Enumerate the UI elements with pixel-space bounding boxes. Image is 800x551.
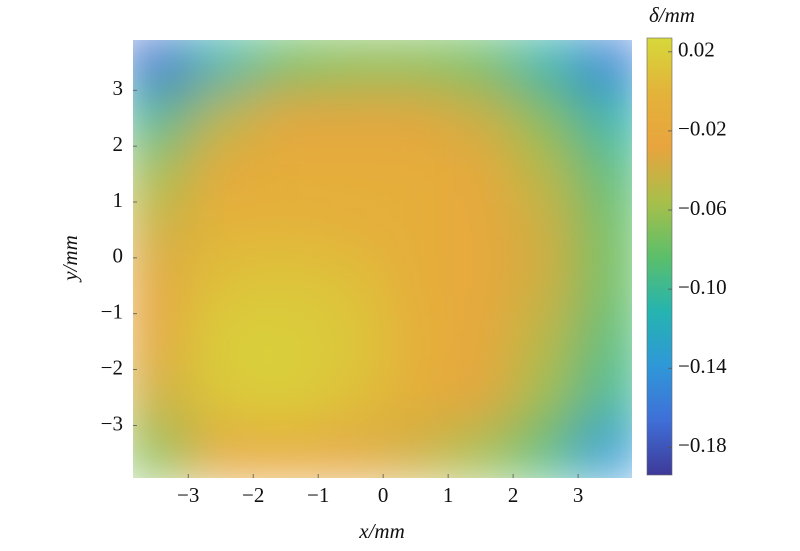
x-tick-label: −1 (307, 483, 329, 507)
heatmap-cell (382, 201, 449, 259)
heatmap-cell (252, 424, 319, 478)
heatmap-cell (133, 201, 189, 259)
heatmap-cell (512, 201, 579, 259)
heatmap-cell (577, 201, 632, 259)
heatmap-cell (133, 257, 189, 315)
x-tick-label: 1 (443, 483, 454, 507)
heatmap-cell (187, 201, 254, 259)
heatmap-cell (133, 89, 189, 147)
heatmap-cell (187, 257, 254, 315)
heatmap-cell (447, 369, 514, 426)
heatmap-cell (252, 257, 319, 315)
x-tick-label: −3 (177, 483, 199, 507)
heatmap (133, 40, 632, 478)
heatmap-cell (252, 201, 319, 259)
heatmap-cell (512, 369, 579, 426)
heatmap-cell (447, 257, 514, 315)
heatmap-cell (382, 369, 449, 426)
heatmap-cell (317, 40, 384, 91)
heatmap-cell (577, 369, 632, 426)
heatmap-cell (252, 40, 319, 91)
heatmap-cell (133, 40, 189, 91)
heatmap-cell (382, 313, 449, 371)
heatmap-cell (187, 40, 254, 91)
heatmap-cell (447, 40, 514, 91)
colorbar-tick-label: −0.14 (678, 354, 727, 378)
x-tick-label: 2 (508, 483, 519, 507)
y-tick-label: 0 (113, 244, 124, 268)
heatmap-cell (317, 369, 384, 426)
heatmap-cell (187, 145, 254, 203)
y-tick-label: 2 (113, 132, 124, 156)
heatmap-cell (447, 145, 514, 203)
heatmap-cell (512, 424, 579, 478)
heatmap-cell (577, 40, 632, 91)
x-axis-label: x/mm (358, 519, 405, 543)
heatmap-cell (382, 257, 449, 315)
heatmap-cell (133, 145, 189, 203)
heatmap-cell (252, 313, 319, 371)
heatmap-cell (317, 257, 384, 315)
colorbar-tick-label: −0.10 (678, 275, 727, 299)
heatmap-cell (187, 89, 254, 147)
y-tick-label: −2 (101, 355, 123, 379)
heatmap-cell (382, 89, 449, 147)
colorbar-tick-label: −0.18 (678, 433, 727, 457)
y-tick-label: 3 (113, 76, 124, 100)
y-tick-label: 1 (113, 188, 124, 212)
heatmap-cell (577, 89, 632, 147)
x-tick-label: 3 (573, 483, 584, 507)
colorbar-label: δ/mm (649, 3, 695, 27)
heatmap-cell (252, 89, 319, 147)
heatmap-cell (317, 424, 384, 478)
heatmap-cell (187, 313, 254, 371)
y-tick-label: −3 (101, 411, 123, 435)
heatmap-cell (252, 369, 319, 426)
colorbar-tick-label: −0.02 (678, 117, 727, 141)
heatmap-cell (577, 145, 632, 203)
heatmap-cell (512, 89, 579, 147)
y-axis-label: y/mm (58, 235, 82, 283)
heatmap-cell (512, 40, 579, 91)
heatmap-cell (512, 313, 579, 371)
heatmap-cell (317, 313, 384, 371)
heatmap-cell (317, 89, 384, 147)
heatmap-cell (447, 89, 514, 147)
plot-area (133, 40, 632, 478)
heatmap-cell (133, 369, 189, 426)
heatmap-cell (382, 40, 449, 91)
y-tick-label: −1 (101, 300, 123, 324)
heatmap-cell (133, 313, 189, 371)
heatmap-cell (512, 145, 579, 203)
x-tick-label: 0 (378, 483, 389, 507)
heatmap-cell (133, 424, 189, 478)
heatmap-cell (577, 424, 632, 478)
heatmap-cell (577, 313, 632, 371)
heatmap-cell (447, 424, 514, 478)
heatmap-cell (382, 145, 449, 203)
heatmap-cell (447, 313, 514, 371)
colorbar-tick-label: −0.06 (678, 196, 727, 220)
heatmap-cell (577, 257, 632, 315)
heatmap-cell (252, 145, 319, 203)
heatmap-cell (447, 201, 514, 259)
heatmap-cell (317, 145, 384, 203)
colorbar (646, 37, 673, 476)
heatmap-cell (187, 369, 254, 426)
heatmap-cell (512, 257, 579, 315)
x-tick-label: −2 (242, 483, 264, 507)
heatmap-cell (317, 201, 384, 259)
heatmap-cell (187, 424, 254, 478)
heatmap-cell (382, 424, 449, 478)
colorbar-tick-label: 0.02 (678, 38, 715, 62)
